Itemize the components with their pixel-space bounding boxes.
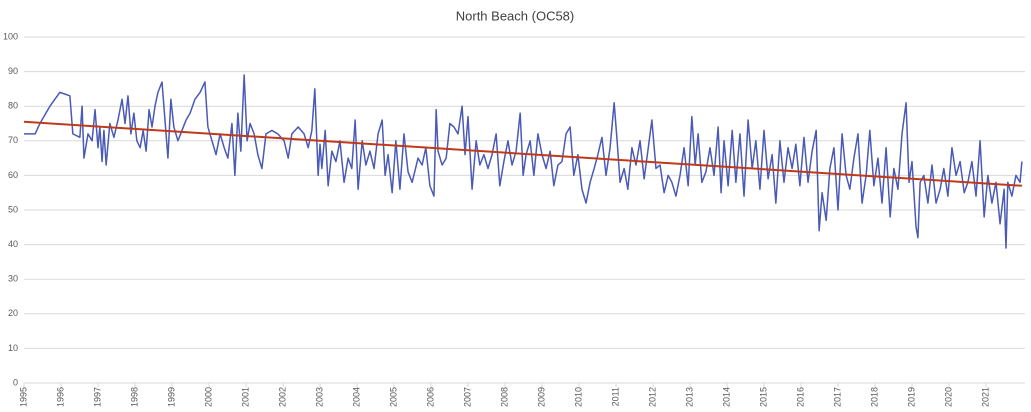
y-tick-label: 70 xyxy=(8,135,18,145)
x-tick-label: 2004 xyxy=(351,387,361,407)
x-tick-label: 2003 xyxy=(314,387,324,407)
line-series xyxy=(24,74,1023,249)
x-tick-label: 2010 xyxy=(573,387,583,407)
y-tick-label: 80 xyxy=(8,101,18,111)
x-tick-label: 2009 xyxy=(536,387,546,407)
x-tick-label: 1995 xyxy=(18,387,28,407)
x-tick-label: 2014 xyxy=(721,387,731,407)
x-tick-label: 2007 xyxy=(462,387,472,407)
y-tick-label: 40 xyxy=(8,239,18,249)
y-tick-label: 60 xyxy=(8,170,18,180)
x-tick-label: 2001 xyxy=(240,387,250,407)
y-tick-label: 10 xyxy=(8,343,18,353)
x-tick-label: 2012 xyxy=(647,387,657,407)
y-tick-label: 0 xyxy=(13,377,18,387)
x-tick-label: 2021 xyxy=(980,387,990,407)
x-tick-label: 1999 xyxy=(166,387,176,407)
x-tick-label: 2000 xyxy=(203,387,213,407)
x-tick-label: 2011 xyxy=(610,387,620,406)
x-tick-label: 1997 xyxy=(92,387,102,407)
x-tick-label: 2016 xyxy=(795,387,805,407)
x-tick-label: 1996 xyxy=(55,387,65,407)
x-tick-label: 2005 xyxy=(388,387,398,407)
x-tick-label: 2015 xyxy=(758,387,768,407)
x-tick-label: 2008 xyxy=(499,387,509,407)
x-tick-label: 2017 xyxy=(832,387,842,407)
y-tick-label: 100 xyxy=(3,31,18,41)
x-tick-label: 2006 xyxy=(425,387,435,407)
line-series xyxy=(23,120,1022,187)
x-tick-label: 2020 xyxy=(943,387,953,407)
x-tick-label: 2018 xyxy=(869,387,879,407)
x-tick-label: 2002 xyxy=(277,387,287,407)
y-tick-label: 30 xyxy=(8,274,18,284)
x-tick-label: 1998 xyxy=(129,387,139,407)
chart-title: North Beach (OC58) xyxy=(456,8,575,23)
x-tick-label: 2019 xyxy=(906,387,916,407)
y-tick-label: 20 xyxy=(8,308,18,318)
y-tick-label: 90 xyxy=(8,66,18,76)
y-tick-label: 50 xyxy=(8,204,18,214)
x-tick-label: 2013 xyxy=(684,387,694,407)
